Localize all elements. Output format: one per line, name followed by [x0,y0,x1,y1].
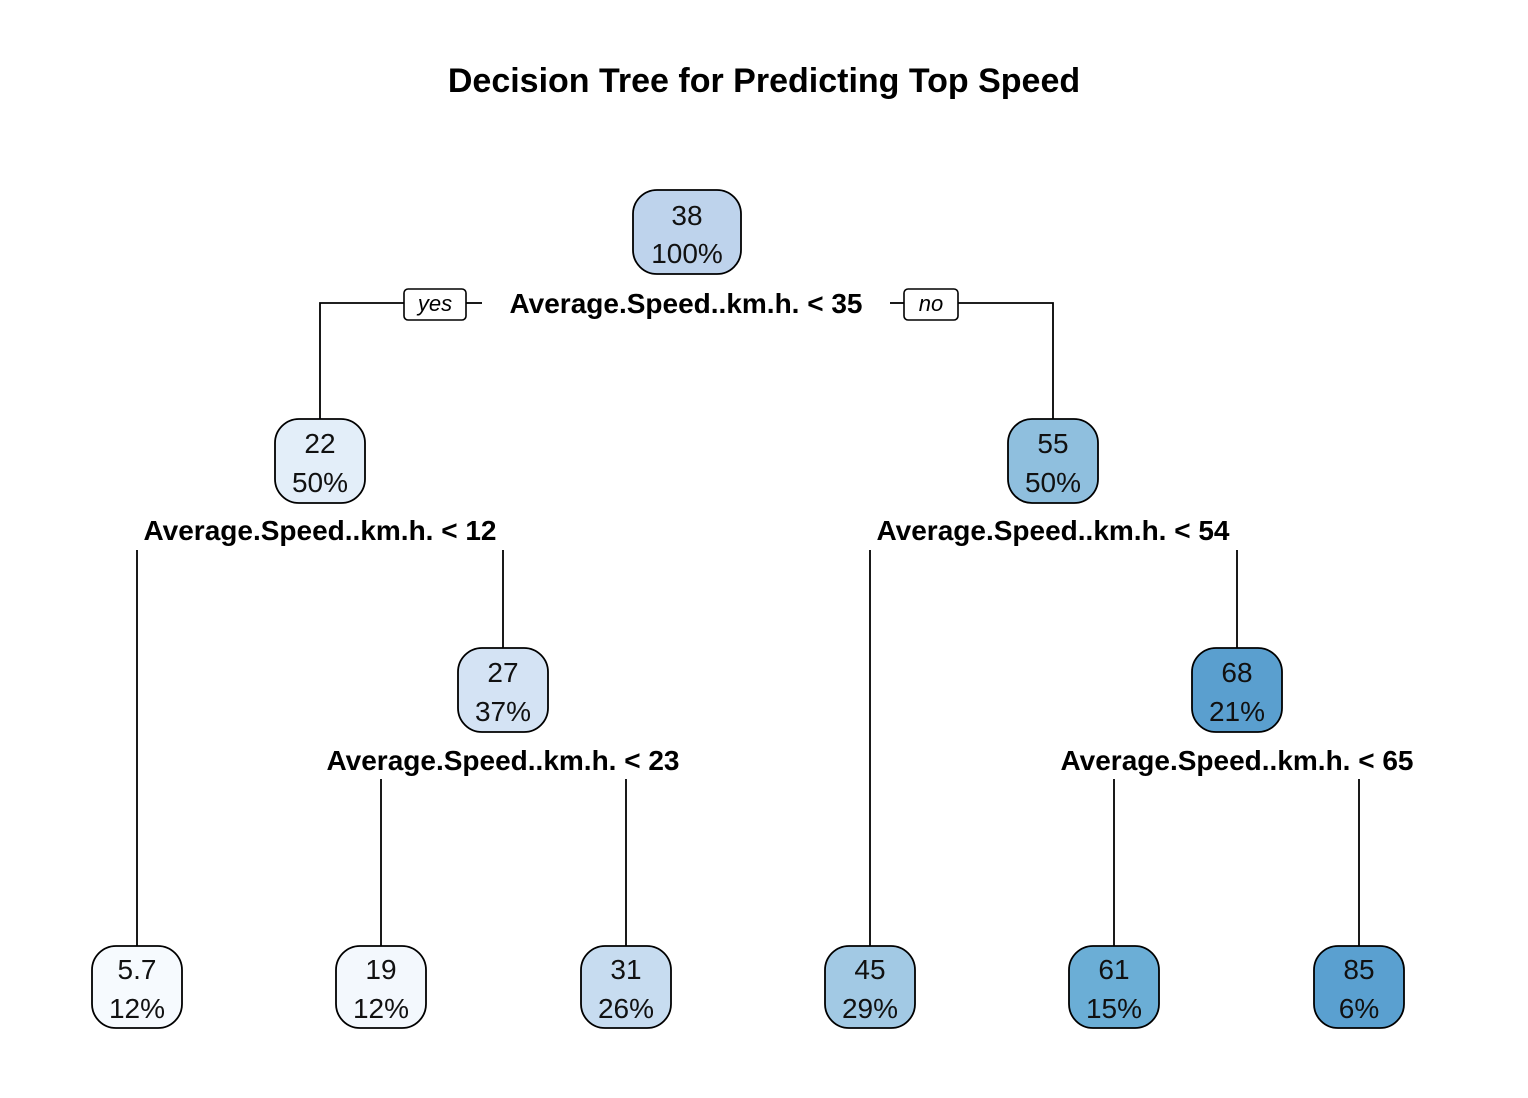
split-label-right: Average.Speed..km.h. < 54 [876,515,1229,546]
node-value: 85 [1343,954,1374,985]
tree-node-left: 22 50% [274,418,366,504]
tree-edges [136,302,1360,946]
node-value: 22 [304,428,335,459]
node-percent: 6% [1339,993,1379,1024]
node-value: 31 [610,954,641,985]
branch-label-yes-text: yes [416,291,452,316]
tree-leaf-1: 5.7 12% [91,945,183,1029]
branch-label-no: no [903,288,959,321]
node-value: 55 [1037,428,1068,459]
split-label-right-right: Average.Speed..km.h. < 65 [1060,745,1413,776]
tree-leaf-4: 45 29% [824,945,916,1029]
node-value: 68 [1221,657,1252,688]
node-value: 61 [1098,954,1129,985]
node-value: 45 [854,954,885,985]
branch-label-yes: yes [403,288,467,321]
node-percent: 50% [292,467,348,498]
node-value: 27 [487,657,518,688]
branch-label-no-text: no [919,291,943,316]
node-percent: 100% [651,238,723,269]
node-percent: 26% [598,993,654,1024]
node-percent: 12% [353,993,409,1024]
diagram-title: Decision Tree for Predicting Top Speed [448,62,1080,100]
split-label-left: Average.Speed..km.h. < 12 [143,515,496,546]
edge-root-to-right [958,302,1054,419]
tree-node-right: 55 50% [1007,418,1099,504]
node-value: 38 [671,200,702,231]
node-value: 19 [365,954,396,985]
edge-root-to-left [319,302,404,419]
split-label-root: Average.Speed..km.h. < 35 [509,288,862,319]
node-percent: 50% [1025,467,1081,498]
node-percent: 29% [842,993,898,1024]
tree-leaf-2: 19 12% [335,945,427,1029]
tree-node-right-right: 68 21% [1191,647,1283,733]
node-value: 5.7 [118,954,157,985]
node-percent: 12% [109,993,165,1024]
node-percent: 37% [475,696,531,727]
tree-leaf-5: 61 15% [1068,945,1160,1029]
tree-node-left-right: 27 37% [457,647,549,733]
tree-leaf-3: 31 26% [580,945,672,1029]
tree-node-root: 38 100% [632,189,742,275]
node-percent: 15% [1086,993,1142,1024]
tree-leaf-6: 85 6% [1313,945,1405,1029]
split-label-left-right: Average.Speed..km.h. < 23 [326,745,679,776]
node-percent: 21% [1209,696,1265,727]
